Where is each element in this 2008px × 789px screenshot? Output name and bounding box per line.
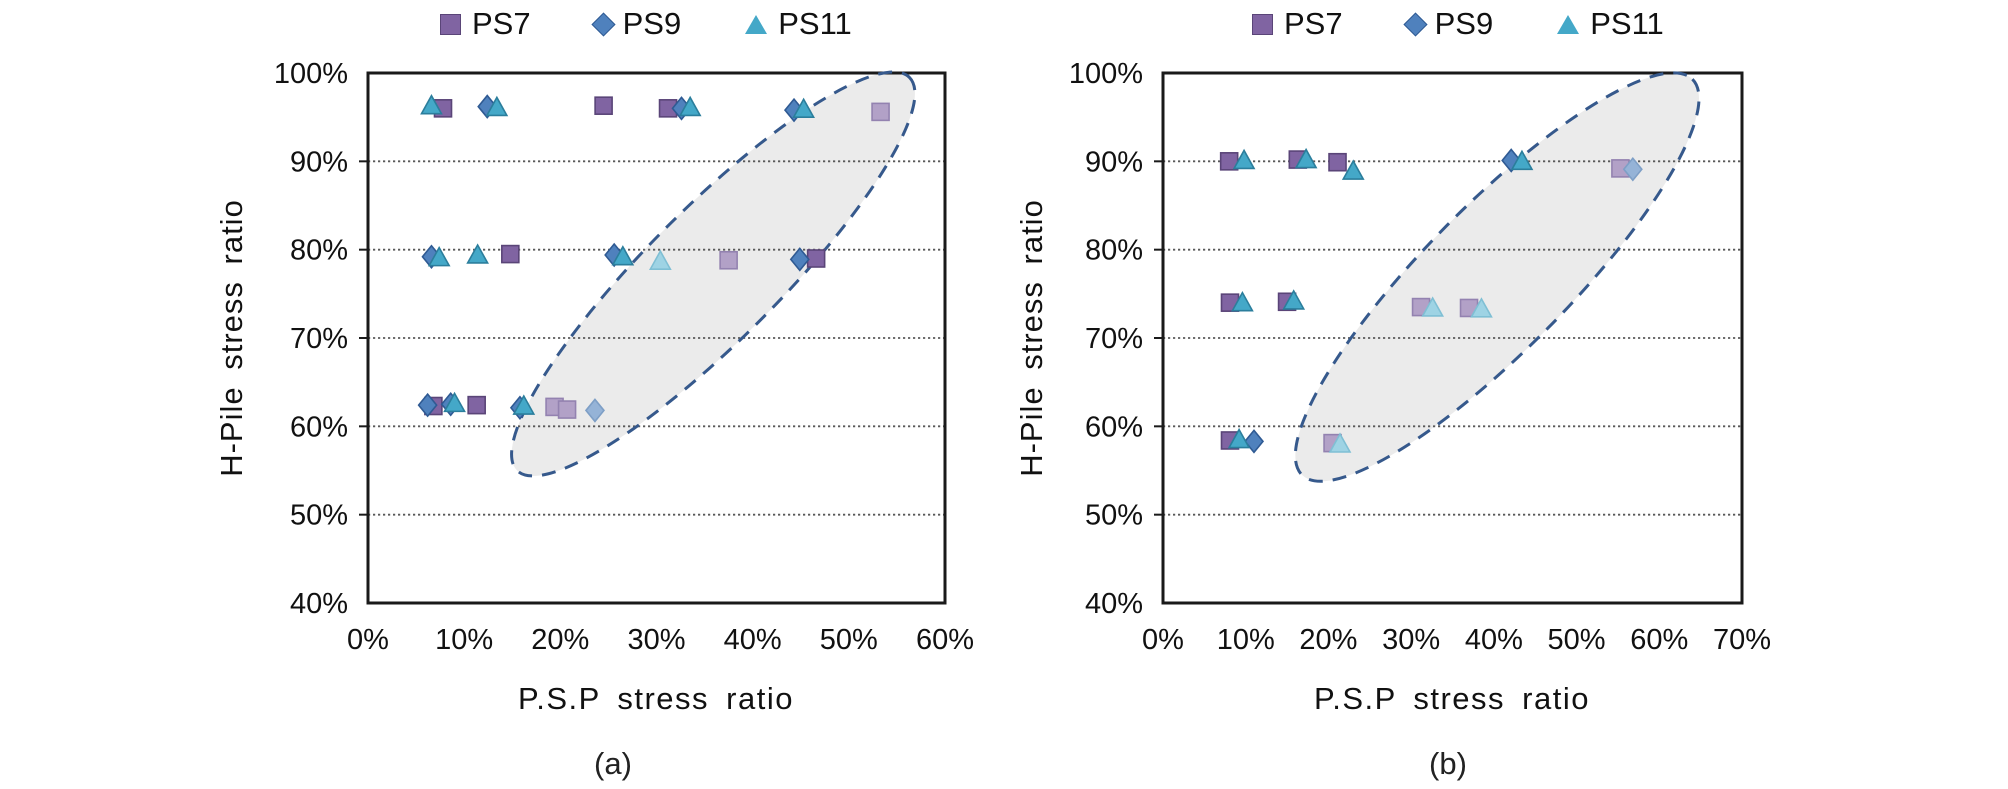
y-tick-label-90%: 90%	[290, 146, 348, 178]
point-ps11	[678, 95, 702, 117]
point-ps11	[1341, 159, 1365, 180]
point-ps9	[417, 392, 438, 418]
point-ps11	[1227, 427, 1251, 449]
point-ps11	[1232, 148, 1256, 170]
chart-b: 40% 50% 60% 70% 80% 90% 100% 0% 10% 20% 30% 40% 50% 6…	[1069, 58, 1771, 656]
point-ps7	[1328, 152, 1347, 172]
y-tick-label-40%: 40%	[1085, 588, 1143, 620]
ps9-diamond-icon	[591, 11, 616, 37]
y-tick-label-40%: 40%	[290, 588, 348, 620]
point-ps11	[466, 243, 489, 264]
point-ps7	[501, 244, 520, 264]
caption-b: (b)	[1429, 746, 1467, 781]
x-tick-label-40%: 40%	[1465, 624, 1523, 656]
point-ps9	[1243, 429, 1265, 454]
point-ps9	[789, 247, 810, 272]
x-tick-label-0%: 0%	[347, 624, 389, 656]
x-tick-label-0%: 0%	[1142, 624, 1184, 656]
legend-item-ps9: PS9	[591, 6, 682, 42]
chart-a: 40% 50% 60% 70% 80% 90% 100% 0% 10% 20% 30% 40% 50% 6…	[274, 58, 974, 656]
point-ps11	[443, 391, 466, 413]
point-ps11	[485, 95, 509, 117]
trend-ellipse-a	[510, 70, 917, 478]
ps7-square-icon	[440, 13, 461, 35]
point-ps11-light	[1470, 297, 1493, 318]
trend-ellipse-fill-b	[1295, 72, 1699, 482]
y-tick-label-50%: 50%	[1085, 500, 1143, 532]
point-ps11-light	[648, 249, 672, 270]
legend-label-ps9: PS9	[1434, 6, 1494, 41]
legend-item-ps11: PS11	[745, 6, 852, 42]
x-axis-title-b: P.S.P stress ratio	[1314, 681, 1590, 716]
caption-a: (a)	[594, 746, 632, 781]
point-ps11-light	[1328, 432, 1352, 453]
ps11-triangle-icon	[745, 14, 768, 34]
x-axis-title-a: P.S.P stress ratio	[518, 681, 794, 716]
point-ps11	[427, 245, 451, 267]
trend-ellipse-b	[1293, 71, 1701, 483]
point-ps7	[594, 96, 613, 115]
x-tick-label-10%: 10%	[1217, 624, 1275, 656]
y-axis-title-b: H-Pile stress ratio	[1014, 199, 1049, 477]
y-tick-label-60%: 60%	[1085, 411, 1143, 443]
y-axis-title-a: H-Pile stress ratio	[214, 199, 249, 477]
x-tick-label-20%: 20%	[531, 624, 589, 656]
point-ps11	[792, 97, 815, 119]
point-ps7	[806, 249, 826, 268]
point-ps9-light	[1622, 157, 1643, 182]
legend-a: PS7 PS9 PS11	[440, 6, 852, 42]
ps9-diamond-icon	[1403, 11, 1428, 37]
point-ps11	[1231, 291, 1254, 312]
y-tick-label-70%: 70%	[290, 323, 348, 355]
x-tick-label-50%: 50%	[820, 624, 878, 656]
legend-item-ps7: PS7	[440, 6, 531, 42]
y-tick-label-60%: 60%	[290, 411, 348, 443]
legend-label-ps11: PS11	[778, 6, 852, 41]
point-ps11	[1510, 149, 1534, 171]
point-ps7-light	[719, 250, 738, 270]
point-ps11	[1282, 289, 1306, 310]
point-ps11	[420, 94, 443, 115]
y-tick-label-80%: 80%	[290, 235, 348, 267]
point-ps11	[1294, 147, 1318, 169]
legend-item-ps9: PS9	[1403, 6, 1494, 42]
y-tick-label-90%: 90%	[1085, 146, 1143, 178]
plot-border-b	[1161, 71, 1744, 605]
ps7-square-icon	[1252, 13, 1273, 35]
y-tick-label-100%: 100%	[274, 58, 348, 90]
point-ps9-light	[584, 398, 605, 423]
point-ps11	[611, 245, 635, 266]
x-tick-label-50%: 50%	[1548, 624, 1606, 656]
trend-ellipse-fill-a	[511, 71, 915, 476]
legend-item-ps7: PS7	[1252, 6, 1343, 42]
point-ps7	[467, 395, 486, 415]
point-ps11-light	[1421, 296, 1445, 317]
x-tick-label-40%: 40%	[724, 624, 782, 656]
x-tick-label-30%: 30%	[627, 624, 685, 656]
legend-label-ps7: PS7	[472, 6, 531, 41]
x-tick-label-20%: 20%	[1299, 624, 1357, 656]
point-ps7-light	[871, 102, 890, 122]
y-tick-label-70%: 70%	[1085, 323, 1143, 355]
legend-label-ps9: PS9	[622, 6, 682, 41]
plot-border-a	[366, 71, 947, 605]
y-tick-label-50%: 50%	[290, 500, 348, 532]
legend-item-ps11: PS11	[1557, 6, 1664, 42]
legend-label-ps11: PS11	[1590, 6, 1664, 41]
x-tick-label-30%: 30%	[1382, 624, 1440, 656]
legend-b: PS7 PS9 PS11	[1252, 6, 1664, 42]
x-tick-label-60%: 60%	[1630, 624, 1688, 656]
ps11-triangle-icon	[1557, 14, 1580, 34]
x-tick-label-60%: 60%	[916, 624, 974, 656]
x-tick-label-70%: 70%	[1713, 624, 1771, 656]
y-tick-label-100%: 100%	[1069, 58, 1143, 90]
x-tick-label-10%: 10%	[435, 624, 493, 656]
point-ps11	[512, 394, 536, 415]
point-ps7-light	[557, 400, 577, 419]
point-ps9	[1501, 148, 1522, 173]
y-tick-label-80%: 80%	[1085, 235, 1143, 267]
legend-label-ps7: PS7	[1284, 6, 1343, 41]
